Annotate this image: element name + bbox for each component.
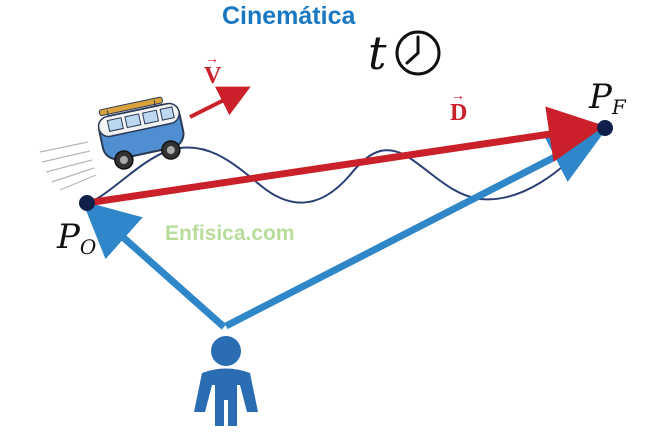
velocity-label: → V: [204, 53, 222, 89]
final-point-letter: P: [589, 77, 612, 117]
motion-lines: [39, 141, 97, 191]
displacement-label-letter: D: [450, 100, 468, 126]
van-icon: [97, 96, 185, 170]
final-point: [597, 120, 613, 136]
diagram-title: Cinemática: [222, 2, 356, 30]
watermark-text: Enfisica.com: [165, 222, 295, 245]
clock-icon: [395, 30, 441, 76]
velocity-label-letter: V: [204, 63, 222, 89]
velocity-label-arrow: →: [205, 52, 219, 67]
origin-point-letter: P: [57, 217, 80, 257]
displacement-vector: [86, 106, 605, 207]
time-symbol: t: [368, 26, 387, 80]
observer-person-icon: [194, 336, 258, 426]
final-point-label: PF: [589, 80, 626, 117]
displacement-label: → D: [450, 90, 468, 126]
velocity-vector: [189, 86, 251, 119]
final-point-subscript: F: [611, 95, 626, 119]
position-vector-origin: [82, 201, 227, 330]
origin-point-label: PO: [57, 220, 96, 257]
origin-point-subscript: O: [79, 235, 97, 259]
origin-point: [79, 195, 95, 211]
displacement-label-arrow: →: [451, 89, 465, 104]
position-vector-final: [224, 131, 605, 330]
